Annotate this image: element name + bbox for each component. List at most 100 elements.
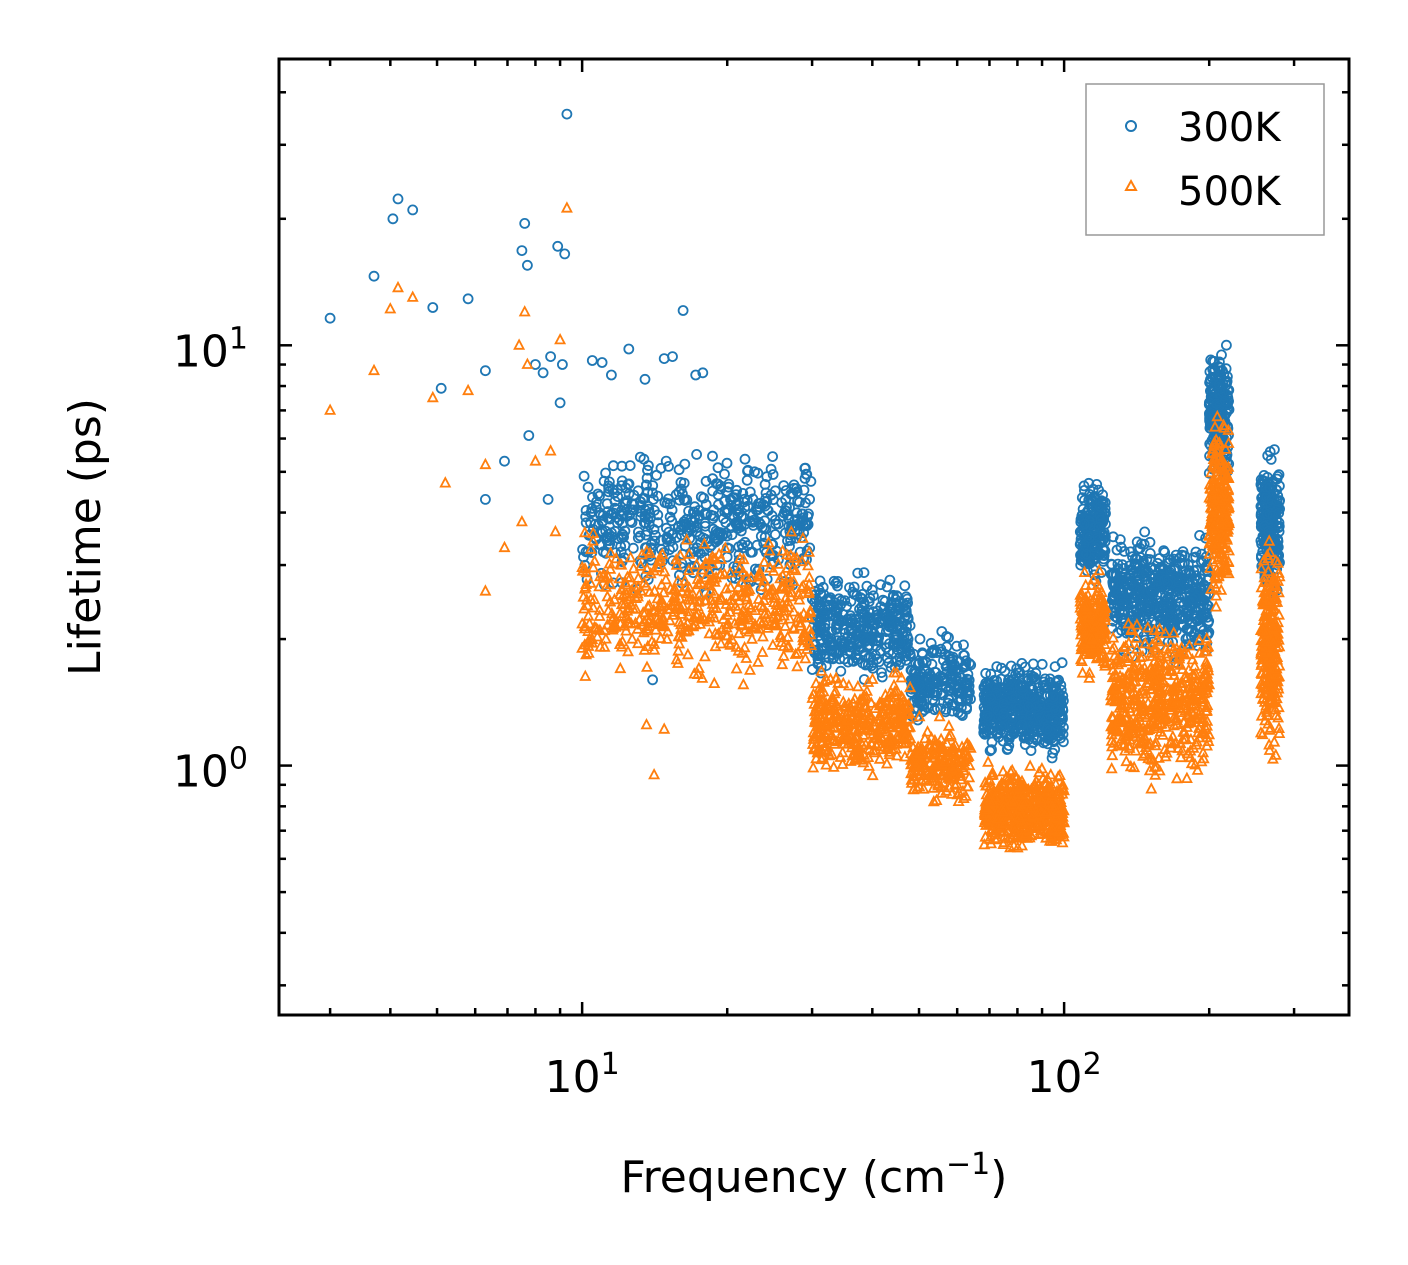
- point-300k: [838, 641, 849, 653]
- point-300k: [603, 480, 614, 492]
- point-300k: [462, 293, 474, 305]
- point-300k: [916, 700, 928, 711]
- point-300k: [619, 497, 631, 509]
- point-500k: [851, 679, 864, 692]
- point-300k: [595, 509, 607, 521]
- point-300k: [839, 653, 850, 665]
- point-500k: [781, 561, 794, 573]
- point-300k: [701, 509, 712, 520]
- point-300k: [664, 511, 676, 523]
- point-300k: [582, 481, 594, 493]
- point-300k: [781, 501, 792, 513]
- point-500k: [670, 558, 683, 570]
- point-500k: [669, 582, 682, 595]
- point-500k: [745, 601, 758, 613]
- point-500k: [787, 605, 800, 617]
- point-300k: [812, 647, 824, 659]
- point-500k: [763, 544, 776, 556]
- point-300k: [1184, 599, 1195, 611]
- point-500k: [721, 608, 733, 620]
- point-300k: [949, 700, 961, 712]
- point-500k: [634, 559, 647, 571]
- point-300k: [1030, 673, 1041, 685]
- point-500k: [682, 609, 695, 621]
- point-300k: [597, 515, 609, 527]
- point-300k: [1075, 559, 1087, 571]
- point-300k: [1146, 587, 1158, 599]
- point-300k: [1127, 551, 1138, 563]
- point-300k: [1144, 548, 1156, 559]
- point-500k: [827, 694, 840, 707]
- point-500k: [617, 588, 630, 601]
- point-300k: [739, 453, 751, 465]
- point-300k: [641, 542, 652, 554]
- point-300k: [627, 542, 639, 554]
- point-500k: [690, 608, 703, 620]
- point-300k: [519, 217, 531, 229]
- point-300k: [1132, 543, 1144, 555]
- point-300k: [554, 397, 566, 409]
- point-300k: [1023, 716, 1034, 728]
- point-300k: [871, 653, 883, 665]
- point-500k: [735, 575, 748, 587]
- point-500k: [866, 768, 879, 781]
- point-500k: [675, 622, 688, 634]
- point-300k: [624, 509, 635, 521]
- point-300k: [1216, 349, 1227, 361]
- point-500k: [656, 547, 669, 559]
- point-300k: [1007, 714, 1018, 725]
- point-300k: [1130, 639, 1141, 650]
- point-500k: [1170, 771, 1183, 784]
- point-500k: [826, 747, 838, 760]
- point-300k: [1180, 633, 1192, 645]
- point-300k: [1260, 481, 1272, 493]
- point-500k: [604, 594, 617, 607]
- point-500k: [675, 617, 687, 630]
- point-300k: [580, 517, 592, 529]
- point-300k: [948, 659, 960, 670]
- point-300k: [606, 369, 617, 381]
- point-300k: [1164, 554, 1176, 565]
- point-300k: [1005, 660, 1017, 672]
- point-300k: [719, 468, 730, 480]
- point-500k: [699, 570, 712, 583]
- point-300k: [1078, 513, 1090, 525]
- point-300k: [1213, 378, 1225, 390]
- point-500k: [737, 565, 750, 577]
- point-300k: [587, 491, 598, 503]
- point-300k: [1265, 453, 1277, 465]
- point-500k: [628, 580, 641, 592]
- point-500k: [641, 660, 653, 672]
- point-300k: [1058, 695, 1069, 707]
- point-300k: [830, 612, 842, 623]
- point-500k: [673, 637, 686, 649]
- point-500k: [849, 723, 861, 735]
- point-300k: [945, 656, 957, 668]
- point-500k: [654, 600, 667, 612]
- point-300k: [679, 540, 691, 552]
- point-300k: [910, 658, 922, 670]
- point-300k: [800, 468, 812, 480]
- point-500k: [804, 605, 817, 618]
- point-500k: [803, 577, 816, 590]
- point-300k: [632, 532, 644, 544]
- point-300k: [663, 460, 674, 472]
- point-300k: [753, 516, 765, 528]
- point-300k: [755, 530, 767, 542]
- point-300k: [813, 601, 825, 612]
- point-500k: [810, 751, 823, 764]
- point-500k: [758, 555, 771, 567]
- point-300k: [596, 357, 608, 368]
- point-300k: [679, 458, 691, 470]
- point-300k: [1114, 534, 1126, 545]
- point-500k: [902, 697, 915, 710]
- point-500k: [591, 623, 604, 635]
- point-500k: [698, 537, 711, 549]
- point-300k: [324, 312, 336, 324]
- point-300k: [723, 481, 734, 493]
- point-300k: [890, 597, 902, 609]
- point-500k: [692, 577, 704, 590]
- point-500k: [779, 619, 792, 631]
- point-300k: [1166, 625, 1178, 637]
- point-300k: [1174, 558, 1186, 569]
